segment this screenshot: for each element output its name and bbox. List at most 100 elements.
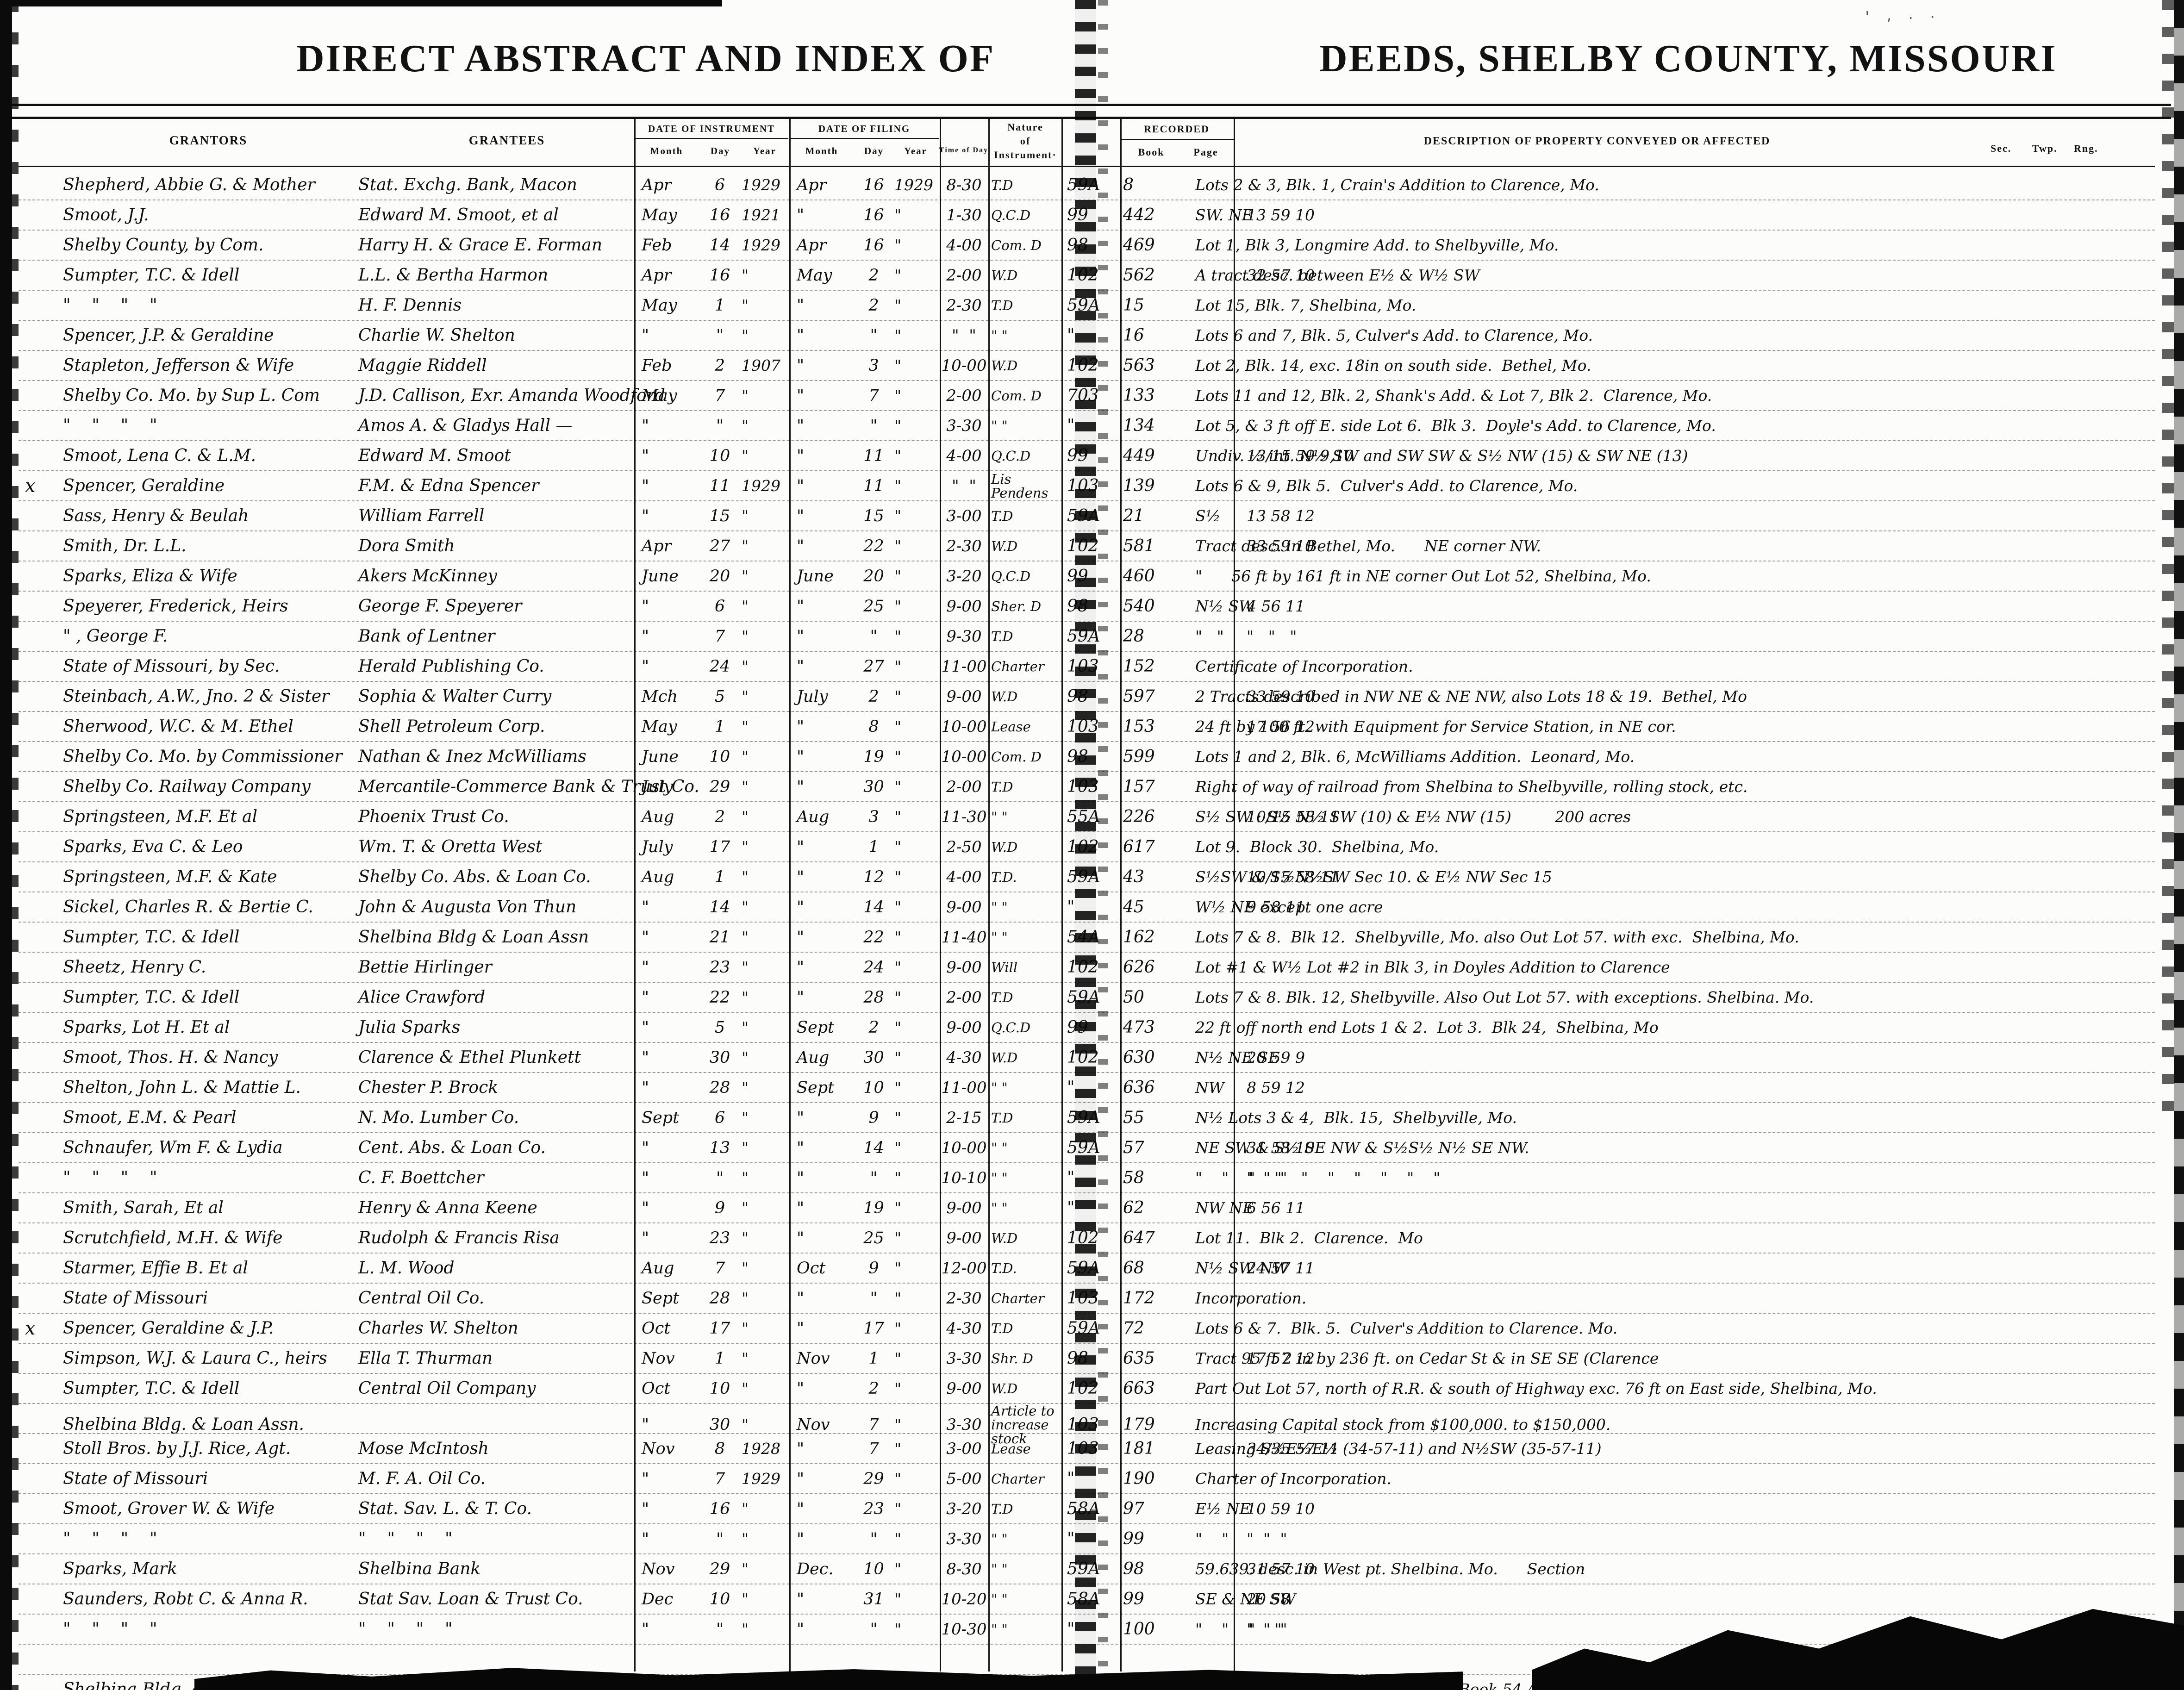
cell-instrument-month: Sept [642,1289,680,1308]
cell-filing-day: 27 [863,657,884,676]
cell-instrument-day: 1 [714,717,725,736]
cell-filing-year: " [894,476,902,495]
cell-filing-year: " [894,1078,902,1097]
cell-filing-month: " [797,1138,805,1157]
cell-grantee: William Farrell [358,506,485,525]
cell-page: 55 [1123,1108,1144,1127]
cell-instrument-day: 29 [709,777,730,796]
cell-page: 50 [1123,987,1144,1007]
cell-nature-of-instrument: Sher. D [991,598,1042,614]
cell-filing-day: " [870,1529,878,1548]
film-edge-right [2174,0,2184,1690]
cell-instrument-year: 1929 [742,236,780,254]
cell-instrument-month: " [642,1048,649,1067]
cell-instrument-day: 28 [709,1078,730,1097]
cell-instrument-year: " [742,1229,749,1247]
cell-description: E½ NE [1195,1499,1251,1518]
cell-instrument-month: Nov [642,1559,675,1578]
cell-time-of-day: 9-00 [946,958,982,977]
cell-sec-twp-rng: 9 58 11 [1247,898,1305,916]
cell-description: S½ [1195,506,1221,525]
cell-nature-of-instrument: Lease [991,1441,1031,1457]
cell-instrument-day: 6 [714,175,725,194]
cell-filing-day: 24 [863,958,884,977]
column-header-description: DESCRIPTION OF PROPERTY CONVEYED OR AFFE… [1423,135,1771,147]
film-edge-right-speckle [2162,0,2174,1111]
cell-instrument-month: " [642,1229,649,1247]
cell-instrument-month: " [642,446,649,465]
cell-grantor: Smith, Dr. L.L. [63,536,187,555]
cell-time-of-day: 4-00 [946,446,982,465]
cell-instrument-month: " [642,1198,649,1217]
cell-page: 172 [1123,1288,1155,1308]
cell-sec-twp-rng: 24 57 11 [1247,1259,1315,1277]
cell-description: Lot #1 & W½ Lot #2 in Blk 3, in Doyles A… [1195,958,1670,976]
cell-grantee: Central Oil Company [358,1378,536,1398]
cell-filing-year: " [894,1559,902,1578]
cell-page: 473 [1123,1017,1155,1037]
cell-time-of-day: 9-00 [946,1018,982,1037]
cell-filing-year: " [894,416,902,435]
cell-filing-day: 10 [863,1559,884,1578]
cell-instrument-day: 10 [709,747,730,766]
cell-instrument-day: 5 [714,687,725,706]
cell-instrument-month: Apr [642,536,672,555]
cell-instrument-year: " [742,1499,749,1518]
cell-sec-twp-rng: 33 59 10 [1247,536,1315,555]
cell-description: Lot 15, Blk. 7, Shelbina, Mo. [1195,296,1416,314]
group-underline [1121,139,1234,140]
cell-instrument-month: " [642,506,649,525]
cell-instrument-month: " [642,958,649,977]
cell-filing-month: June [797,567,834,586]
cell-sec-twp-rng: 10/15 58 11 [1247,807,1340,826]
cell-filing-day: 30 [863,777,884,796]
cell-instrument-year: 1929 [742,1469,780,1488]
cell-grantor: Stoll Bros. by J.J. Rice, Agt. [63,1439,291,1458]
cell-instrument-year: " [742,1018,749,1036]
cell-sec-twp-rng: 13/15 59 9,10 [1247,446,1354,465]
cell-filing-day: 19 [863,1198,884,1217]
cell-filing-day: " [870,416,878,435]
cell-sec-twp-rng: 17 56 12 [1247,717,1315,736]
cell-filing-day: 16 [863,236,884,255]
cell-filing-month: " [797,747,805,766]
cell-filing-month: " [797,1168,805,1187]
cell-description: " " " " " " " " " " [1195,1168,1441,1187]
cell-time-of-day: 9-00 [946,1379,982,1398]
cell-instrument-year: " [742,1259,749,1277]
cell-filing-year: " [894,717,902,736]
cell-time-of-day: 10-00 [941,717,987,736]
cell-page: 68 [1123,1258,1144,1278]
cell-filing-day: 25 [863,597,884,616]
cell-page: 636 [1123,1078,1155,1097]
cell-description: Part Out Lot 57, north of R.R. & south o… [1195,1379,1877,1397]
cell-description: Tract desc. in Bethel, Mo. NE corner NW. [1195,536,1541,555]
cell-instrument-day: 30 [709,1048,730,1067]
cell-filing-day: 10 [863,1078,884,1097]
cell-grantee: Charles W. Shelton [358,1318,518,1338]
cell-filing-day: 1 [868,837,879,856]
cell-grantee: Ella T. Thurman [358,1348,493,1368]
cell-description: NW NE [1195,1198,1254,1217]
cell-filing-month: Apr [797,236,827,255]
cell-instrument-month: May [642,717,677,736]
cell-time-of-day: 10-00 [941,1138,987,1157]
cell-grantee: C. F. Boettcher [358,1168,484,1187]
cell-filing-month: " [797,1108,805,1127]
cell-instrument-year: " [742,266,749,284]
pencil-scribble: ' , . . [1865,5,1942,25]
cell-instrument-year: " [742,1138,749,1157]
column-rule [988,118,990,1671]
cell-page: 626 [1123,957,1155,977]
cell-filing-month: " [797,536,805,555]
cell-filing-day: 22 [863,928,884,947]
cell-grantor: " " " " [63,1168,157,1187]
cell-instrument-day: 20 [709,567,730,586]
cell-grantor: " " " " [63,295,157,315]
cell-sec-twp-rng: " " " [1247,627,1297,645]
cell-filing-year: " [894,266,902,284]
cell-grantee: Herald Publishing Co. [358,656,544,676]
cell-instrument-month: " [642,1529,649,1548]
cell-time-of-day: 10-00 [941,356,987,375]
